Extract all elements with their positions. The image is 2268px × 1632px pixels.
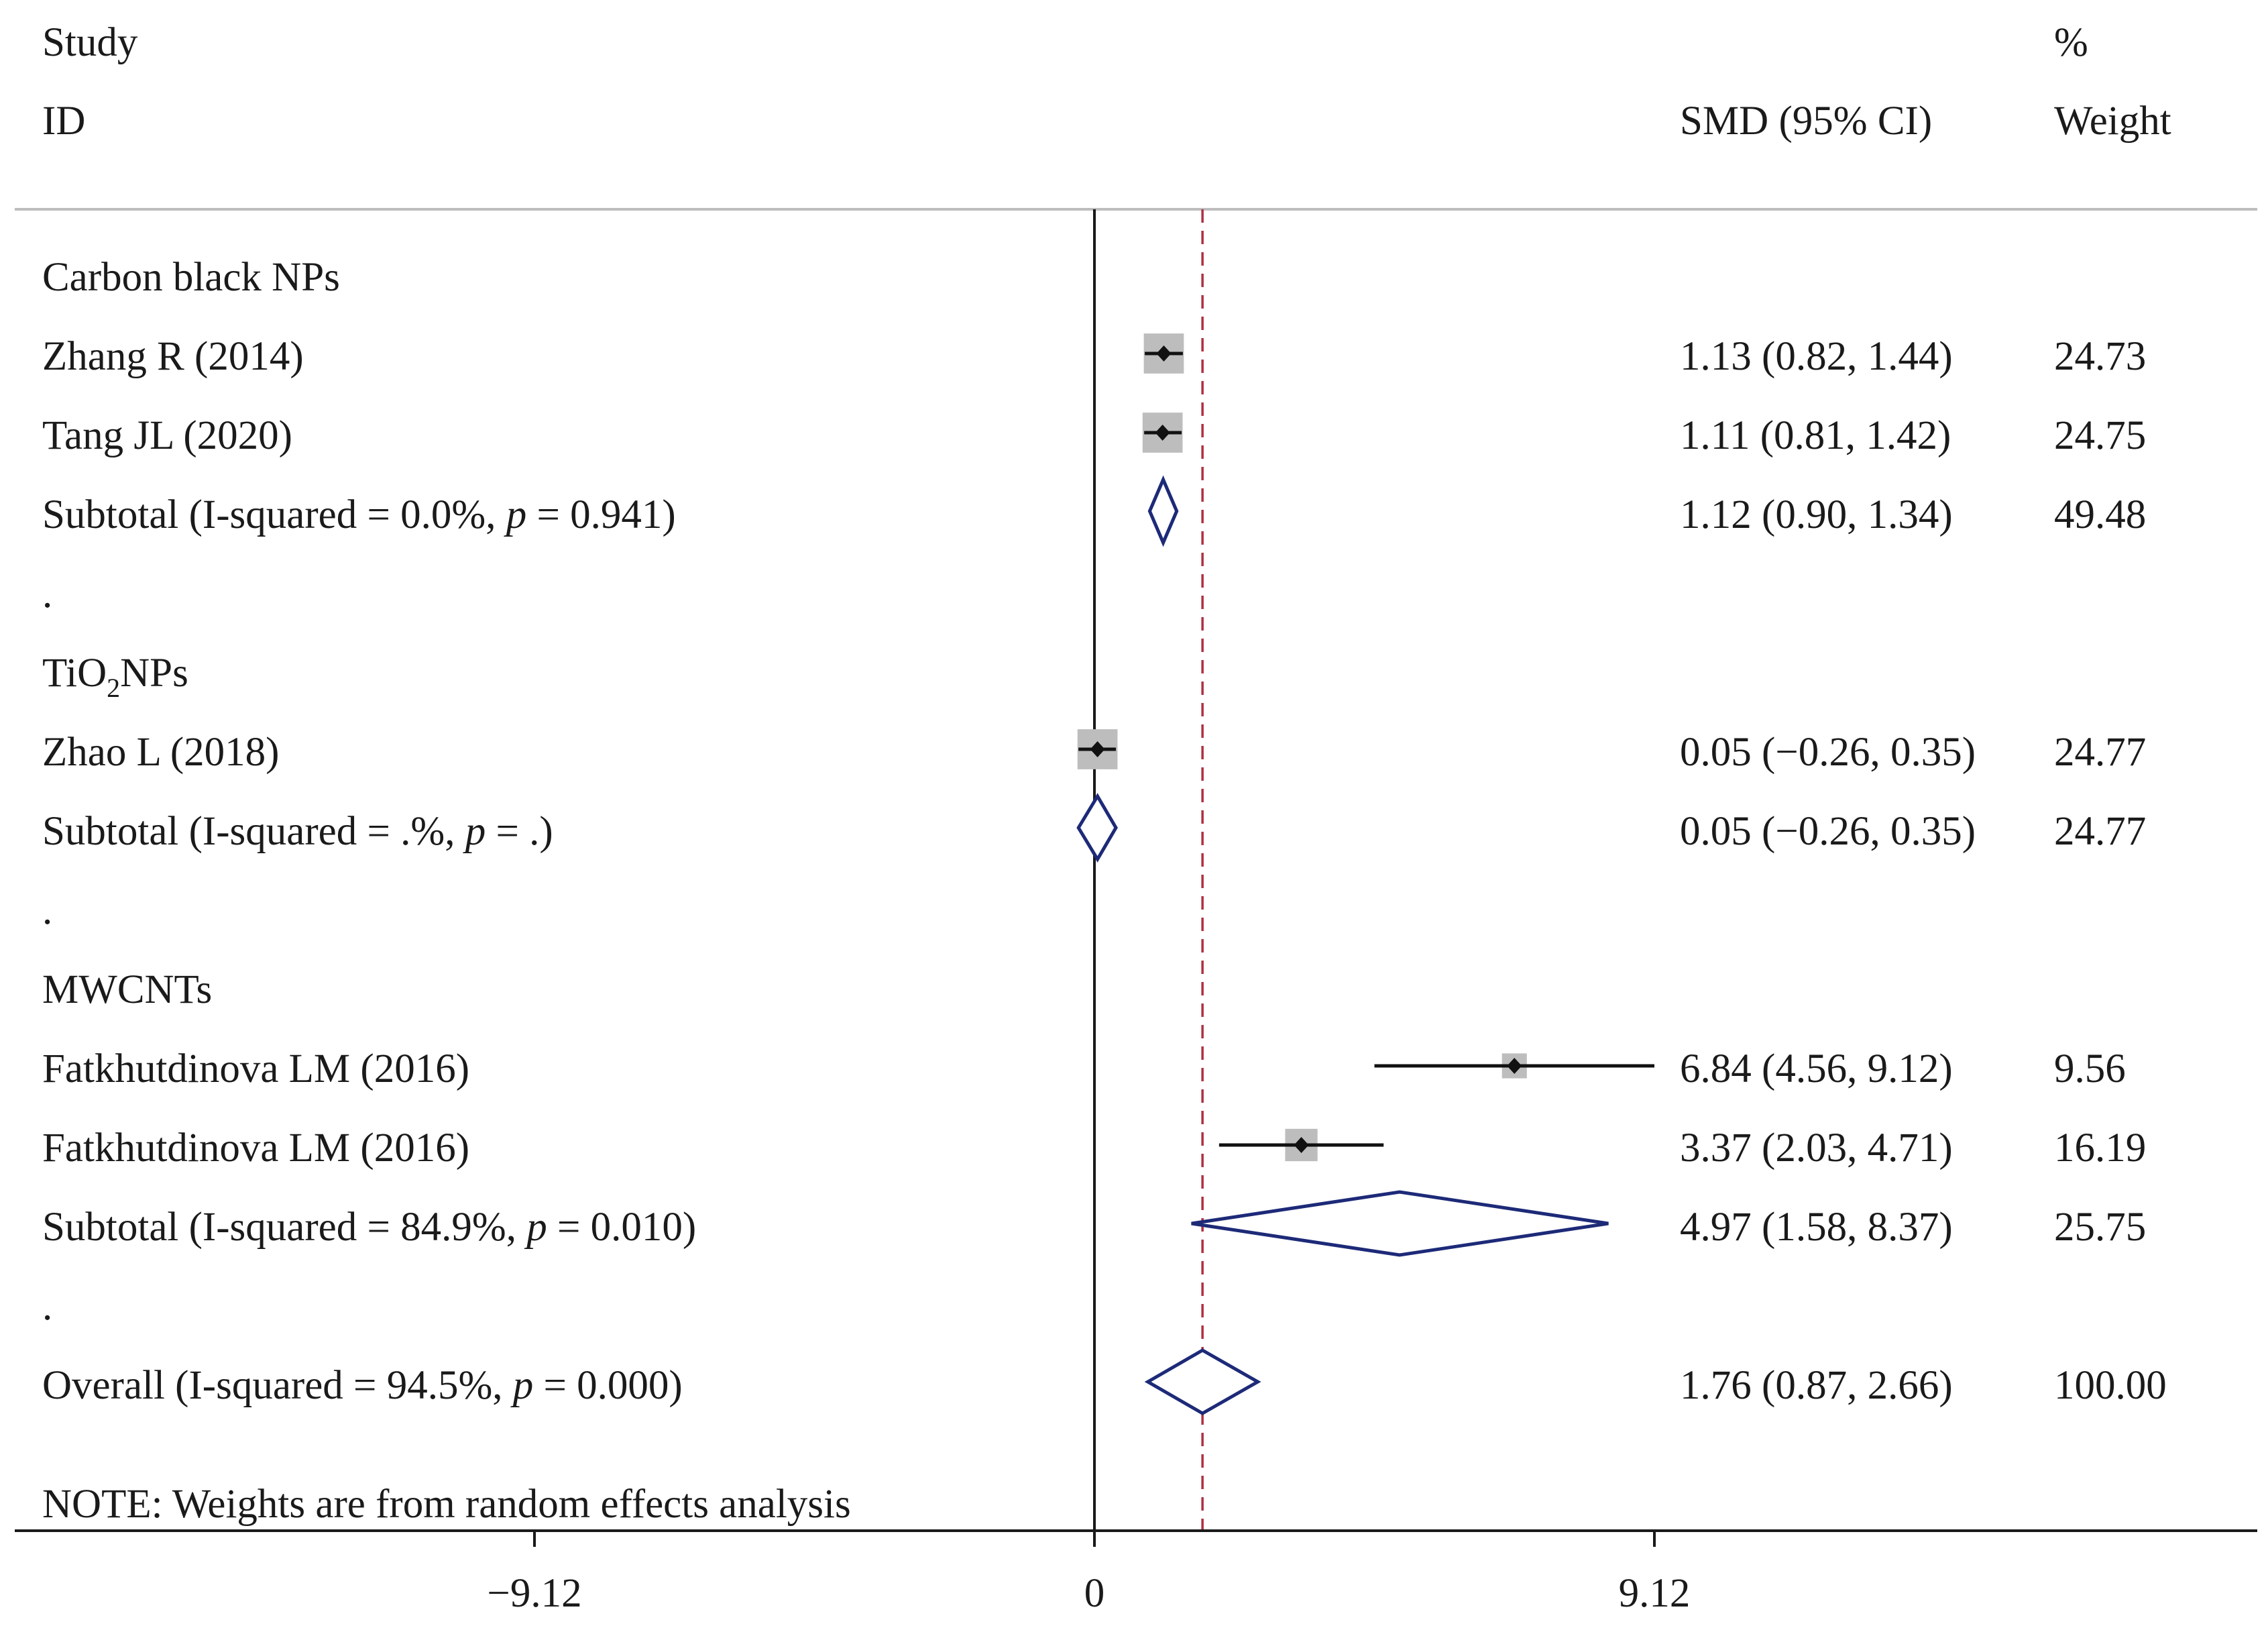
weight-value: 24.73 (2054, 334, 2146, 379)
subtotal-diamond (1147, 475, 1179, 547)
ci-value: 1.13 (0.82, 1.44) (1680, 334, 1953, 379)
weight-value: 9.56 (2054, 1046, 2126, 1091)
plot-rows: Carbon black NPs Zhang R (2014) 1.13 (0.82… (42, 255, 2167, 1408)
weight-value: 24.77 (2054, 730, 2146, 775)
study-point-estimate (1090, 741, 1105, 757)
header-effect: SMD (95% CI) (1680, 99, 1932, 144)
ci-value: 3.37 (2.03, 4.71) (1680, 1126, 1953, 1171)
header-weight-percent: % (2054, 20, 2088, 65)
ci-value: 0.05 (−0.26, 0.35) (1680, 809, 1976, 854)
weight-value: 49.48 (2054, 492, 2146, 537)
ci-value: 6.84 (4.56, 9.12) (1680, 1046, 1953, 1091)
note-text: NOTE: Weights are from random effects an… (42, 1482, 851, 1527)
ci-value: 1.11 (0.81, 1.42) (1680, 413, 1951, 458)
x-tick-label: −9.12 (487, 1571, 581, 1616)
overall-label: Overall (I-squared = 94.5%, p = 0.000) (42, 1363, 683, 1408)
study-label: Fatkhutdinova LM (2016) (42, 1046, 469, 1091)
ci-value: 4.97 (1.58, 8.37) (1680, 1205, 1953, 1250)
subtotal-diamond (1191, 1190, 1609, 1257)
spacer-label: . (42, 572, 52, 616)
spacer-label: . (42, 1284, 52, 1329)
x-axis: −9.12 0 9.12 (15, 1529, 2257, 1616)
study-point-estimate (1294, 1137, 1309, 1153)
study-point-estimate (1507, 1058, 1522, 1074)
header-study: Study (42, 20, 138, 65)
group-label: Carbon black NPs (42, 255, 340, 300)
subtotal-label: Subtotal (I-squared = 84.9%, p = 0.010) (42, 1205, 696, 1250)
subtotal-label: Subtotal (I-squared = .%, p = .) (42, 809, 553, 854)
subtotal-label: Subtotal (I-squared = 0.0%, p = 0.941) (42, 492, 676, 537)
overall-diamond (1144, 1348, 1261, 1415)
study-label: Fatkhutdinova LM (2016) (42, 1126, 469, 1171)
subtotal-diamond (1076, 793, 1118, 863)
study-label: Zhao L (2018) (42, 730, 279, 775)
header-weight: Weight (2054, 99, 2171, 144)
x-tick-label: 0 (1084, 1571, 1105, 1616)
study-point-estimate (1156, 345, 1172, 362)
weight-value: 16.19 (2054, 1126, 2146, 1171)
weight-value: 25.75 (2054, 1205, 2146, 1250)
header-id: ID (42, 99, 85, 144)
weight-value: 24.75 (2054, 413, 2146, 458)
study-label: Zhang R (2014) (42, 334, 304, 379)
weight-value: 100.00 (2054, 1363, 2167, 1408)
weight-value: 24.77 (2054, 809, 2146, 854)
group-label: MWCNTs (42, 967, 212, 1012)
ci-value: 0.05 (−0.26, 0.35) (1680, 730, 1976, 775)
group-label: TiO2NPs (42, 651, 188, 703)
plot-marks (1076, 209, 1654, 1531)
x-tick-label: 9.12 (1619, 1571, 1691, 1616)
ci-value: 1.76 (0.87, 2.66) (1680, 1363, 1953, 1408)
study-point-estimate (1155, 425, 1170, 441)
plot-header: Study ID SMD (95% CI) % Weight (15, 20, 2257, 211)
ci-value: 1.12 (0.90, 1.34) (1680, 492, 1953, 537)
spacer-label: . (42, 888, 52, 933)
study-label: Tang JL (2020) (42, 413, 292, 458)
